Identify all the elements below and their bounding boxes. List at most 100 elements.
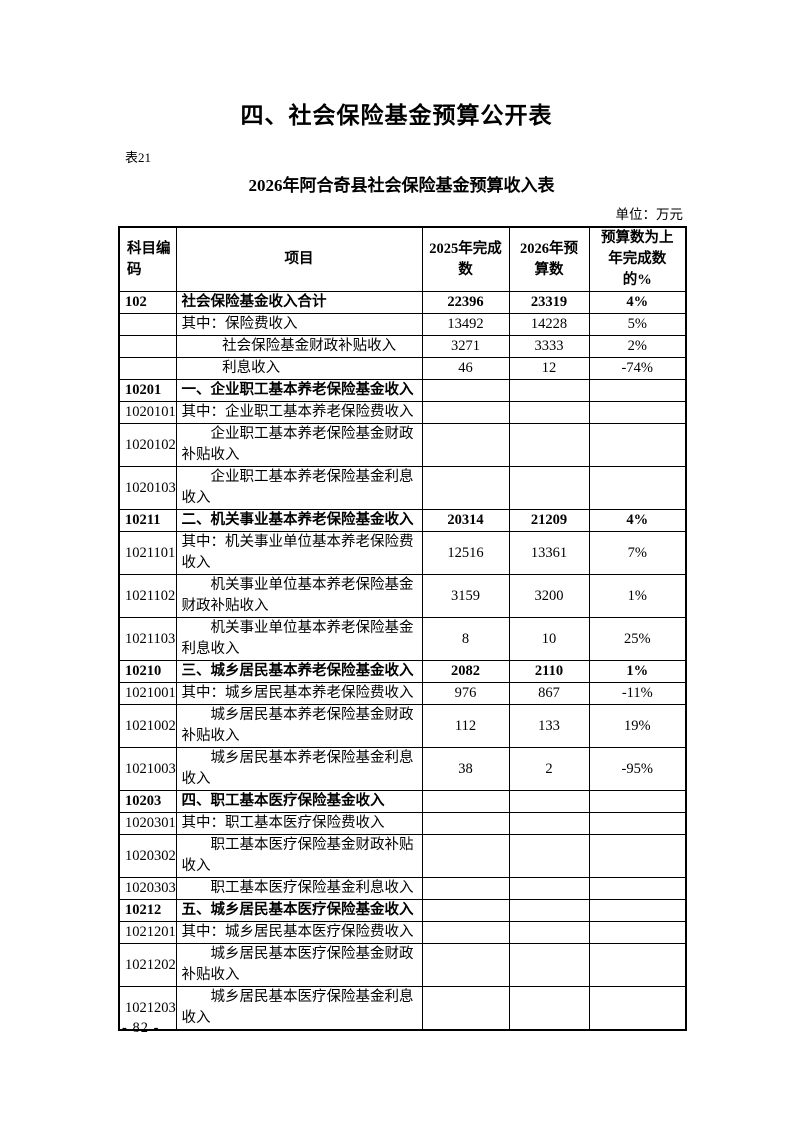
- table-row: 1021002 城乡居民基本养老保险基金财政补贴收入 112 133 19%: [118, 704, 687, 748]
- value-2025-cell: [421, 986, 510, 1031]
- item-cell: 五、城乡居民基本医疗保险基金收入: [175, 899, 423, 922]
- header-2025-actual: 2025年完成数: [421, 226, 510, 292]
- table-row: 1020102 企业职工基本养老保险基金财政补贴收入: [118, 423, 687, 467]
- subject-code-cell: 1020302: [118, 834, 177, 878]
- percent-cell: -95%: [588, 747, 687, 791]
- subject-code-cell: 1021002: [118, 704, 177, 748]
- percent-cell: 7%: [588, 531, 687, 575]
- header-item: 项目: [175, 226, 423, 292]
- value-2025-cell: 12516: [421, 531, 510, 575]
- value-2026-cell: 14228: [508, 313, 590, 336]
- value-2025-cell: 20314: [421, 509, 510, 532]
- value-2025-cell: [421, 466, 510, 510]
- value-2025-cell: 3271: [421, 335, 510, 358]
- value-2026-cell: [508, 877, 590, 900]
- value-2025-cell: [421, 834, 510, 878]
- page-title: 四、社会保险基金预算公开表: [240, 103, 553, 128]
- subject-code-cell: 1020301: [118, 812, 177, 835]
- table-header: 科目编码 项目 2025年完成数 2026年预算数 预算数为上年完成数的%: [118, 226, 687, 292]
- budget-income-table: 科目编码 项目 2025年完成数 2026年预算数 预算数为上年完成数的% 10…: [118, 226, 687, 1031]
- percent-cell: [588, 877, 687, 900]
- table-row: 1020303 职工基本医疗保险基金利息收入: [118, 877, 687, 900]
- table-row: 1020101 其中：企业职工基本养老保险费收入: [118, 401, 687, 424]
- subject-code-cell: 1021003: [118, 747, 177, 791]
- value-2025-cell: [421, 423, 510, 467]
- percent-cell: [588, 790, 687, 813]
- value-2025-cell: [421, 943, 510, 987]
- table-row: 1021201 其中：城乡居民基本医疗保险费收入: [118, 921, 687, 944]
- value-2026-cell: 3200: [508, 574, 590, 618]
- subject-code-cell: 102: [118, 291, 177, 314]
- subject-code-cell: 1020101: [118, 401, 177, 424]
- value-2026-cell: [508, 921, 590, 944]
- table-row: 1020103 企业职工基本养老保险基金利息收入: [118, 466, 687, 510]
- value-2026-cell: [508, 943, 590, 987]
- subject-code-cell: 1021202: [118, 943, 177, 987]
- subject-code-cell: 10203: [118, 790, 177, 813]
- value-2026-cell: 3333: [508, 335, 590, 358]
- item-cell: 机关事业单位基本养老保险基金财政补贴收入: [175, 574, 423, 618]
- percent-cell: [588, 943, 687, 987]
- table-row: 1021203 城乡居民基本医疗保险基金利息收入: [118, 986, 687, 1031]
- table-row: 其中：保险费收入 13492 14228 5%: [118, 313, 687, 336]
- table-body: 102 社会保险基金收入合计 22396 23319 4% 其中：保险费收入 1…: [118, 291, 687, 1031]
- subject-code-cell: 1021203: [118, 986, 177, 1031]
- item-cell: 其中：职工基本医疗保险费收入: [175, 812, 423, 835]
- subject-code-cell: 10201: [118, 379, 177, 402]
- table-row: 10203 四、职工基本医疗保险基金收入: [118, 790, 687, 813]
- item-cell: 机关事业单位基本养老保险基金利息收入: [175, 617, 423, 661]
- table-row: 1020302 职工基本医疗保险基金财政补贴收入: [118, 834, 687, 878]
- item-cell: 城乡居民基本养老保险基金财政补贴收入: [175, 704, 423, 748]
- value-2025-cell: 22396: [421, 291, 510, 314]
- percent-cell: [588, 899, 687, 922]
- value-2026-cell: [508, 379, 590, 402]
- item-cell: 一、企业职工基本养老保险基金收入: [175, 379, 423, 402]
- value-2025-cell: 38: [421, 747, 510, 791]
- percent-cell: 25%: [588, 617, 687, 661]
- page-number: - 82 -: [122, 1020, 160, 1036]
- percent-cell: 2%: [588, 335, 687, 358]
- table-row: 10201 一、企业职工基本养老保险基金收入: [118, 379, 687, 402]
- item-cell: 利息收入: [175, 357, 423, 380]
- percent-cell: 1%: [588, 660, 687, 683]
- table-row: 1021102 机关事业单位基本养老保险基金财政补贴收入 3159 3200 1…: [118, 574, 687, 618]
- value-2026-cell: [508, 423, 590, 467]
- table-row: 1021001 其中：城乡居民基本养老保险费收入 976 867 -11%: [118, 682, 687, 705]
- value-2026-cell: 2: [508, 747, 590, 791]
- subject-code-cell: 1021101: [118, 531, 177, 575]
- value-2025-cell: 3159: [421, 574, 510, 618]
- value-2026-cell: [508, 899, 590, 922]
- percent-cell: [588, 812, 687, 835]
- item-cell: 企业职工基本养老保险基金财政补贴收入: [175, 423, 423, 467]
- table-row: 1021202 城乡居民基本医疗保险基金财政补贴收入: [118, 943, 687, 987]
- percent-cell: [588, 834, 687, 878]
- subject-code-cell: 1020103: [118, 466, 177, 510]
- value-2026-cell: 867: [508, 682, 590, 705]
- table-row: 102 社会保险基金收入合计 22396 23319 4%: [118, 291, 687, 314]
- content-area: 表21 2026年阿合奇县社会保险基金预算收入表 单位：万元 科目编码 项目 2…: [118, 147, 687, 1031]
- percent-cell: 5%: [588, 313, 687, 336]
- table-row: 1021003 城乡居民基本养老保险基金利息收入 38 2 -95%: [118, 747, 687, 791]
- value-2025-cell: 13492: [421, 313, 510, 336]
- subject-code-cell: 1021001: [118, 682, 177, 705]
- item-cell: 企业职工基本养老保险基金利息收入: [175, 466, 423, 510]
- value-2025-cell: [421, 401, 510, 424]
- item-cell: 其中：机关事业单位基本养老保险费收入: [175, 531, 423, 575]
- item-cell: 其中：企业职工基本养老保险费收入: [175, 401, 423, 424]
- percent-cell: -11%: [588, 682, 687, 705]
- subject-code-cell: 1020102: [118, 423, 177, 467]
- value-2026-cell: 10: [508, 617, 590, 661]
- table-row: 1020301 其中：职工基本医疗保险费收入: [118, 812, 687, 835]
- subject-code-cell: 1021201: [118, 921, 177, 944]
- value-2025-cell: 112: [421, 704, 510, 748]
- item-cell: 职工基本医疗保险基金利息收入: [175, 877, 423, 900]
- item-cell: 社会保险基金收入合计: [175, 291, 423, 314]
- table-title: 2026年阿合奇县社会保险基金预算收入表: [248, 176, 555, 195]
- value-2025-cell: 2082: [421, 660, 510, 683]
- value-2026-cell: 133: [508, 704, 590, 748]
- value-2025-cell: 46: [421, 357, 510, 380]
- item-cell: 城乡居民基本养老保险基金利息收入: [175, 747, 423, 791]
- item-cell: 城乡居民基本医疗保险基金财政补贴收入: [175, 943, 423, 987]
- value-2025-cell: [421, 812, 510, 835]
